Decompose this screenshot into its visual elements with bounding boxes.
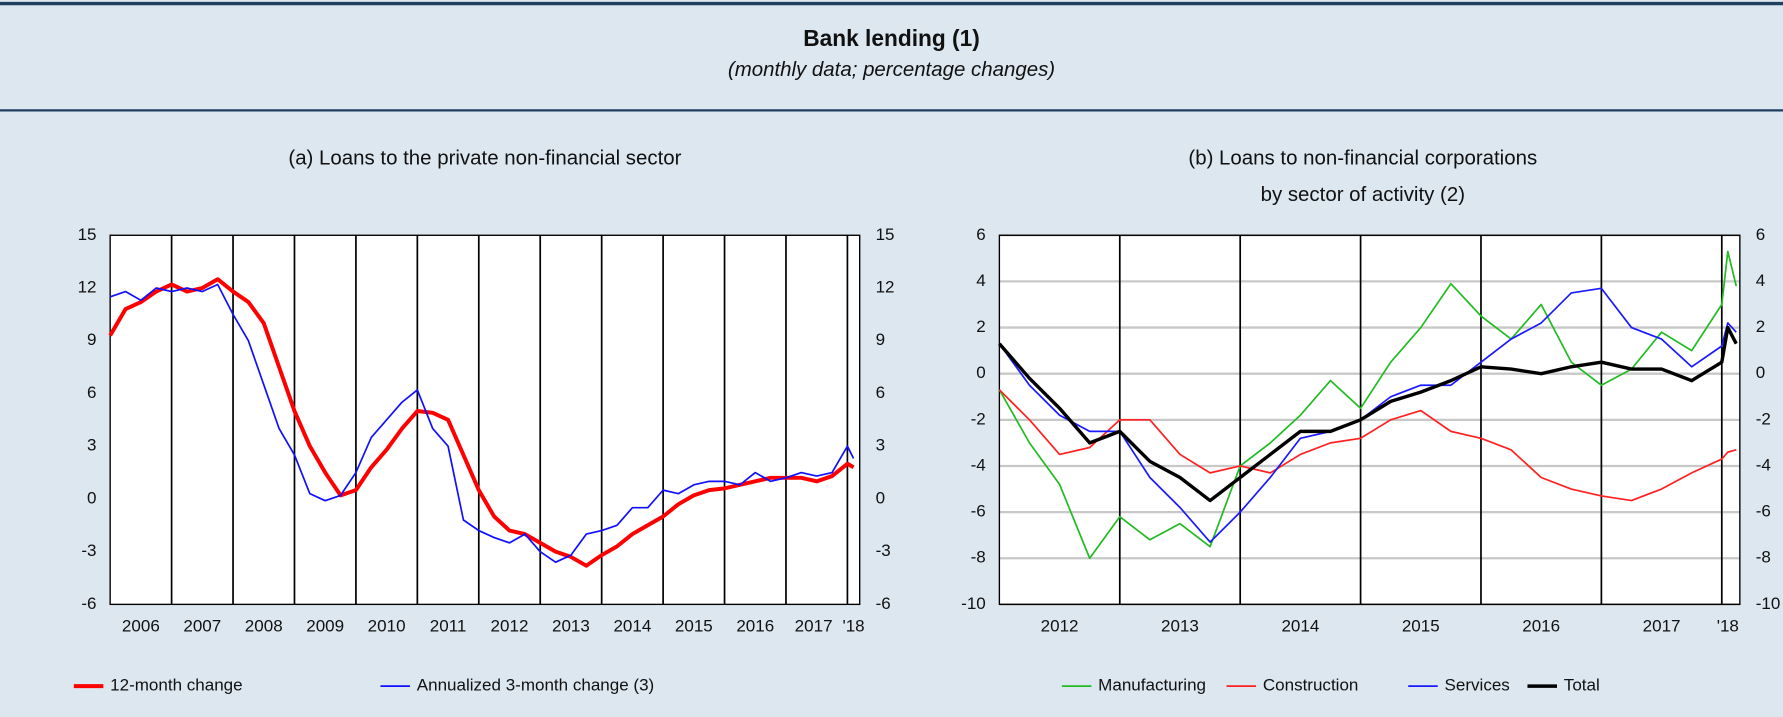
chart-title: by sector of activity (2): [1261, 183, 1465, 206]
y2-tick-label: 9: [876, 330, 885, 349]
y2-tick-label: 3: [876, 436, 885, 455]
x-tick-label: 2011: [430, 617, 467, 636]
series-line: [108, 277, 855, 568]
y-tick-label: 9: [87, 330, 96, 349]
x-tick-label: '18: [1717, 617, 1739, 636]
legend-label: 12-month change: [110, 676, 242, 695]
x-tick-label: 2010: [368, 617, 406, 636]
x-tick-label: 2015: [1402, 617, 1440, 636]
legend-label: Annualized 3-month change (3): [417, 676, 654, 695]
y2-tick-label: 6: [1756, 225, 1765, 244]
x-tick-label: '18: [842, 617, 864, 636]
legend-label: Services: [1445, 676, 1510, 695]
y2-tick-label: -6: [1756, 502, 1771, 521]
y-tick-label: 4: [976, 271, 985, 290]
page-subtitle: (monthly data; percentage changes): [728, 58, 1055, 81]
x-tick-label: 2015: [675, 617, 713, 636]
y-tick-label: -8: [971, 548, 986, 567]
legend-label: Manufacturing: [1098, 676, 1206, 695]
y2-tick-label: 2: [1756, 317, 1765, 336]
x-tick-label: 2009: [306, 617, 344, 636]
series-line: [998, 389, 1737, 502]
y-tick-label: 12: [78, 278, 97, 297]
x-tick-label: 2013: [1161, 617, 1199, 636]
chart-title: (b) Loans to non-financial corporations: [1188, 147, 1537, 170]
y2-tick-label: 15: [876, 225, 895, 244]
y2-tick-label: -8: [1756, 548, 1771, 567]
x-tick-label: 2007: [183, 617, 221, 636]
x-tick-label: 2017: [795, 617, 833, 636]
series-line: [109, 283, 855, 564]
x-tick-label: 2012: [491, 617, 529, 636]
y-tick-label: 6: [976, 225, 985, 244]
y-tick-label: -4: [971, 455, 986, 474]
y2-tick-label: -3: [876, 541, 891, 560]
y-tick-label: -6: [971, 502, 986, 521]
x-tick-label: 2014: [1281, 617, 1319, 636]
x-tick-label: 2006: [122, 617, 160, 636]
x-tick-label: 2016: [1522, 617, 1560, 636]
y2-tick-label: -4: [1756, 455, 1771, 474]
plot-area: [110, 235, 860, 605]
y-tick-label: -3: [81, 541, 96, 560]
y2-tick-label: 6: [876, 383, 885, 402]
legend-label: Construction: [1263, 676, 1359, 695]
y-tick-label: -6: [81, 594, 96, 613]
x-tick-label: 2008: [245, 617, 283, 636]
plot-frame: [998, 234, 1741, 606]
y2-tick-label: -10: [1756, 594, 1781, 613]
x-tick-label: 2017: [1643, 617, 1681, 636]
x-tick-label: 2013: [552, 617, 590, 636]
series-line: [998, 250, 1738, 560]
y-tick-label: 0: [976, 363, 985, 382]
y2-tick-label: 12: [876, 278, 895, 297]
y2-tick-label: -6: [876, 594, 891, 613]
y2-tick-label: 0: [1756, 363, 1765, 382]
y2-tick-label: 4: [1756, 271, 1765, 290]
y-tick-label: 15: [78, 225, 97, 244]
y-tick-label: -2: [971, 409, 986, 428]
y-tick-label: 3: [87, 436, 96, 455]
y-tick-label: -10: [961, 594, 986, 613]
x-tick-label: 2012: [1041, 617, 1079, 636]
plot-frame: [109, 234, 861, 606]
legend-label: Total: [1564, 676, 1600, 695]
y-tick-label: 2: [976, 317, 985, 336]
y2-tick-label: -2: [1756, 409, 1771, 428]
y2-tick-label: 0: [876, 488, 885, 507]
y-tick-label: 6: [87, 383, 96, 402]
series-line: [998, 287, 1737, 543]
charts: (a) Loans to the private non-financial s…: [73, 147, 1781, 695]
page-title: Bank lending (1): [803, 25, 980, 51]
x-tick-label: 2014: [613, 617, 651, 636]
chart-title: (a) Loans to the private non-financial s…: [288, 147, 681, 170]
y-tick-label: 0: [87, 488, 96, 507]
x-tick-label: 2016: [736, 617, 774, 636]
series-line: [998, 325, 1738, 503]
